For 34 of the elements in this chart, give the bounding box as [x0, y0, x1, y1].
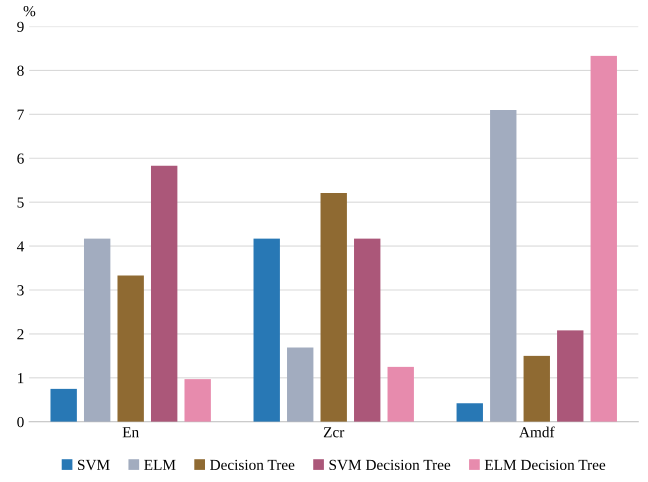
bar	[590, 56, 617, 422]
bar	[117, 276, 144, 422]
bar	[456, 403, 483, 422]
bar	[388, 366, 414, 422]
legend-label: ELM	[144, 460, 176, 470]
y-axis-title: %	[24, 6, 36, 16]
y-tick-label: 3	[17, 285, 24, 296]
x-tick-label: En	[122, 427, 139, 438]
bar	[524, 356, 550, 422]
legend-label: Decision Tree	[210, 460, 294, 470]
y-tick-label: 9	[17, 22, 24, 32]
y-tick-label: 8	[17, 66, 24, 76]
legend-label: SVM Decision Tree	[330, 460, 450, 470]
y-tick-label: 6	[17, 153, 24, 164]
bar	[490, 110, 516, 422]
legend-label: SVM	[78, 460, 110, 470]
bar	[150, 166, 178, 422]
bar	[254, 238, 280, 422]
y-tick-label: 5	[18, 197, 24, 208]
bar	[50, 388, 77, 422]
bar	[320, 192, 347, 422]
y-tick-label: 2	[17, 329, 24, 340]
bar	[354, 238, 380, 422]
bar	[84, 238, 110, 422]
y-tick-label: 7	[18, 110, 24, 120]
x-tick-label: Amdf	[519, 426, 555, 438]
bar	[557, 330, 584, 422]
y-tick-label: 4	[16, 241, 24, 252]
bar	[184, 379, 211, 422]
y-tick-label: 0	[17, 416, 24, 428]
bar	[287, 348, 314, 422]
x-tick-label: Zcr	[324, 427, 344, 438]
legend-label: ELM Decision Tree	[484, 460, 606, 470]
y-tick-label: 1	[18, 373, 24, 384]
